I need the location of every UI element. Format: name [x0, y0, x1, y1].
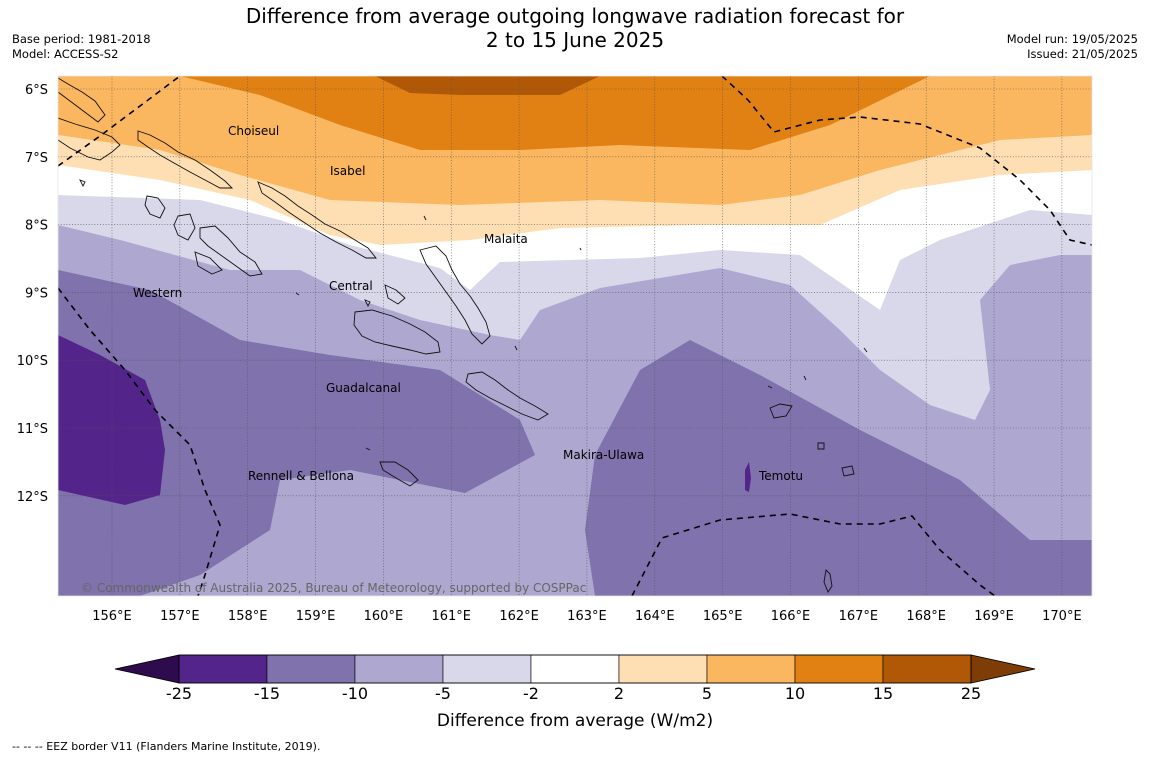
- anomaly-field: Choiseul Isabel Malaita Western Central …: [58, 76, 1092, 596]
- colorbar-tick-label: -15: [254, 684, 280, 703]
- region-label-malaita: Malaita: [484, 232, 528, 246]
- longitude-tick-label: 157°E: [160, 609, 200, 624]
- coast-guadalcanal: [353, 309, 441, 355]
- colorbar-bin: [266, 654, 356, 684]
- band-15-to-25: [375, 76, 600, 95]
- colorbar-bin: [794, 654, 884, 684]
- colorbar-bin: [178, 654, 268, 684]
- longitude-tick-label: 164°E: [635, 609, 675, 624]
- eez-border-north-east: [721, 76, 1092, 246]
- longitude-tick-label: 156°E: [92, 609, 132, 624]
- colorbar-bin: [618, 654, 708, 684]
- colorbar-tick-label: -10: [342, 684, 368, 703]
- copyright-notice: © Commonwealth of Australia 2025, Bureau…: [81, 581, 586, 595]
- region-labels: Choiseul Isabel Malaita Western Central …: [133, 124, 803, 483]
- coastlines: [58, 77, 868, 593]
- colorbar-tick-labels: -25 -15 -10 -5 -2 2 5 10 15 25: [166, 684, 981, 703]
- coast-western-islands: [144, 195, 263, 277]
- colorbar: -25 -15 -10 -5 -2 2 5 10 15 25 Difference from av…: [114, 654, 1036, 731]
- band-minus-15-to-minus-10-east: [585, 340, 1092, 596]
- colorbar-tick-label: 5: [702, 684, 712, 703]
- coast-choiseul: [137, 130, 234, 189]
- model-info: Base period: 1981-2018 Model: ACCESS-S2: [12, 32, 151, 62]
- region-label-makira-ulawa: Makira-Ulawa: [563, 448, 644, 462]
- region-label-choiseul: Choiseul: [228, 124, 279, 138]
- colorbar-bin: [354, 654, 444, 684]
- colorbar-tick-label: 10: [785, 684, 805, 703]
- colorbar-bins: [178, 654, 972, 684]
- coast-small-islands: [79, 179, 582, 451]
- eez-border-west-north: [58, 76, 181, 167]
- colorbar-tick-label: 15: [873, 684, 893, 703]
- latitude-tick-label: 7°S: [25, 151, 48, 166]
- title-line-2: 2 to 15 June 2025: [485, 28, 665, 52]
- region-label-central: Central: [329, 279, 373, 293]
- colorbar-tick-label: -2: [523, 684, 539, 703]
- longitude-tick-label: 162°E: [499, 609, 539, 624]
- region-label-western: Western: [133, 286, 182, 300]
- colorbar-label: Difference from average (W/m2): [437, 711, 713, 731]
- latitude-tick-label: 6°S: [25, 83, 48, 98]
- colorbar-under-triangle: [114, 654, 180, 684]
- eez-border-west: [58, 287, 221, 596]
- region-label-guadalcanal: Guadalcanal: [326, 381, 401, 395]
- eez-border-south-east: [631, 513, 996, 596]
- coast-rennell: [379, 461, 419, 487]
- longitude-tick-label: 158°E: [228, 609, 268, 624]
- colorbar-tick-label: 2: [614, 684, 624, 703]
- model-text: Model: ACCESS-S2: [12, 47, 119, 61]
- issued-text: Issued: 21/05/2025: [1027, 47, 1138, 61]
- colorbar-outline: [178, 654, 972, 684]
- longitude-tick-label: 159°E: [296, 609, 336, 624]
- latitude-tick-label: 9°S: [25, 286, 48, 301]
- colorbar-bin: [442, 654, 532, 684]
- coast-central-islands: [364, 284, 406, 308]
- coast-makira: [465, 371, 549, 421]
- longitude-axis: 156°E 157°E 158°E 159°E 160°E 161°E 162°E 163°E…: [92, 609, 1081, 624]
- colorbar-tick-label: 25: [961, 684, 981, 703]
- latitude-tick-label: 8°S: [25, 219, 48, 234]
- coast-isabel: [257, 181, 377, 259]
- colorbar-bin: [530, 654, 620, 684]
- longitude-tick-label: 169°E: [974, 609, 1014, 624]
- longitude-tick-label: 167°E: [839, 609, 879, 624]
- small-strong-anomaly: [745, 462, 751, 492]
- latitude-tick-label: 11°S: [17, 422, 48, 437]
- longitude-tick-label: 165°E: [703, 609, 743, 624]
- model-run-text: Model run: 19/05/2025: [1006, 32, 1138, 46]
- plot-frame: [57, 75, 1093, 597]
- region-label-rennell-bellona: Rennell & Bellona: [248, 469, 354, 483]
- longitude-tick-label: 168°E: [906, 609, 946, 624]
- eez-borders: [58, 76, 1092, 596]
- longitude-tick-label: 166°E: [771, 609, 811, 624]
- colorbar-tick-label: -25: [166, 684, 192, 703]
- band-minus-25-to-minus-15: [58, 335, 165, 505]
- colorbar-over-triangle: [970, 654, 1036, 684]
- longitude-tick-label: 163°E: [567, 609, 607, 624]
- run-info: Model run: 19/05/2025 Issued: 21/05/2025: [1007, 32, 1138, 62]
- region-label-temotu: Temotu: [758, 469, 803, 483]
- coast-bougainville: [58, 117, 121, 161]
- title-line-1: Difference from average outgoing longwav…: [245, 4, 905, 28]
- region-label-isabel: Isabel: [330, 164, 365, 178]
- band-minus-15-to-minus-10: [58, 270, 535, 596]
- longitude-tick-label: 161°E: [431, 609, 471, 624]
- longitude-tick-label: 160°E: [364, 609, 404, 624]
- coast-temotu-islands: [767, 347, 868, 593]
- colorbar-bin: [706, 654, 796, 684]
- base-period-text: Base period: 1981-2018: [12, 32, 151, 46]
- colorbar-bin: [882, 654, 972, 684]
- coast-malaita: [419, 245, 491, 345]
- eez-legend-note: -- -- -- EEZ border V11 (Flanders Marine…: [12, 740, 321, 753]
- latitude-tick-label: 12°S: [17, 490, 48, 505]
- colorbar-tick-label: -5: [435, 684, 451, 703]
- longitude-tick-label: 170°E: [1042, 609, 1082, 624]
- coast-bougainville-north: [58, 77, 106, 123]
- latitude-axis: 6°S 7°S 8°S 9°S 10°S 11°S 12°S: [17, 83, 48, 505]
- latitude-tick-label: 10°S: [17, 354, 48, 369]
- map-title: Difference from average outgoing longwav…: [175, 4, 975, 52]
